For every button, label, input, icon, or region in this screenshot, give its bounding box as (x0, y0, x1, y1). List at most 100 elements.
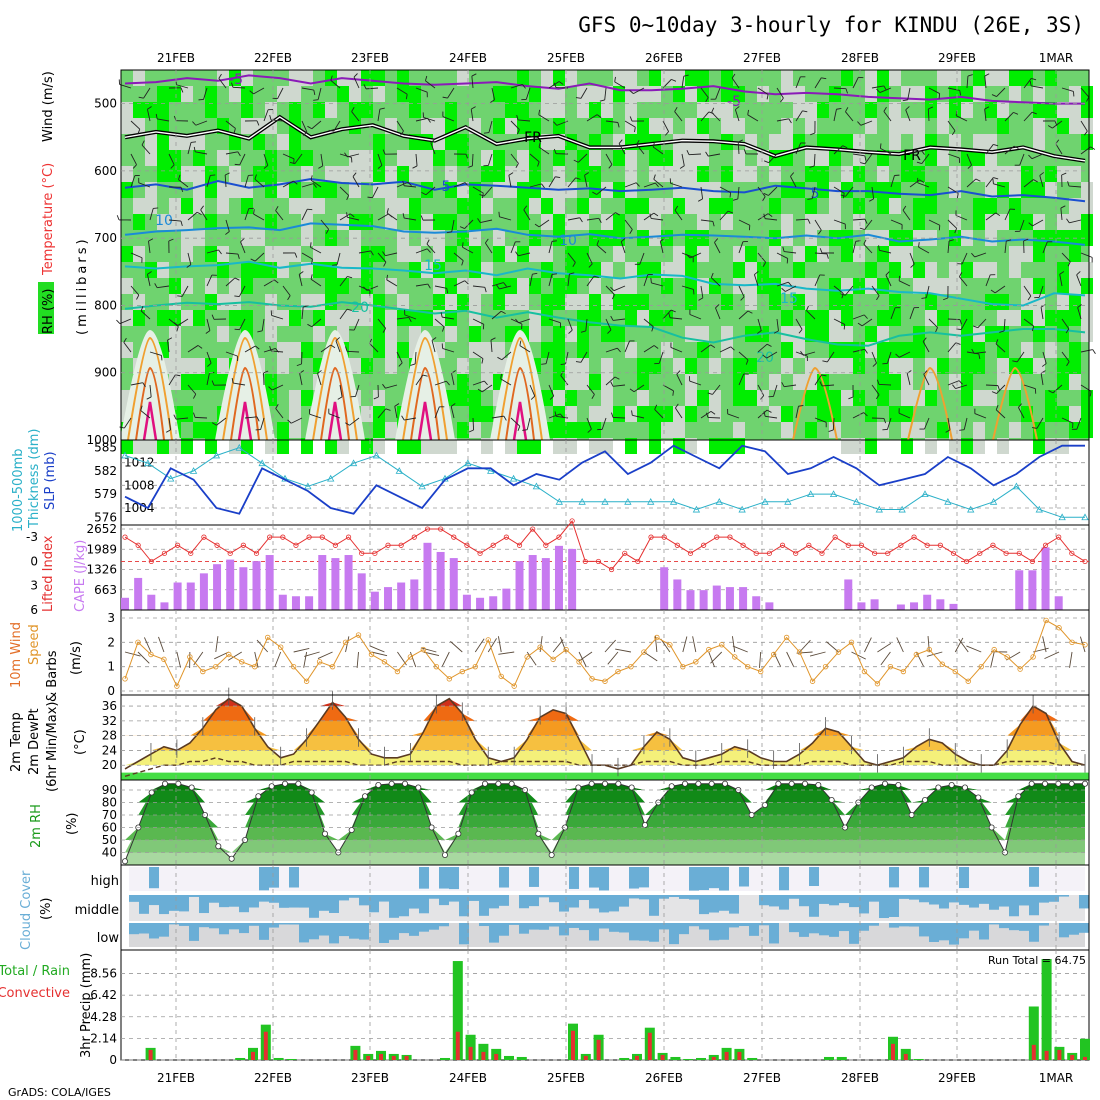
li-point (345, 534, 352, 540)
li-point (438, 526, 444, 532)
cloud-cell (279, 895, 289, 908)
wind-barb-flag (951, 130, 956, 136)
wind-barb-flag (200, 205, 204, 211)
isotherm-label: FR (524, 130, 542, 146)
rh-cell (877, 198, 889, 214)
cloud-cell (859, 923, 869, 931)
wind-barb (651, 217, 664, 221)
cloud-cell (799, 895, 809, 907)
wind-barb-flag (579, 217, 583, 223)
credit-label: GrADS: COLA/IGES (8, 1086, 111, 1099)
wind-barb (785, 285, 797, 292)
wind-speed-point (213, 663, 219, 670)
precip-convective-bar (1031, 1044, 1036, 1060)
rh-cell (541, 294, 553, 310)
rh-cell (529, 198, 541, 214)
precip-convective-bar (494, 1053, 499, 1060)
wind-barb (715, 87, 721, 100)
wind-barb (605, 376, 616, 386)
precip-convective-bar (404, 1055, 409, 1060)
precip-convective-bar (724, 1051, 729, 1060)
precip-total-bar (1041, 959, 1052, 1060)
wind-barb-flag (427, 283, 431, 289)
wind-barb-flag (738, 139, 743, 143)
wind-barb-flag (798, 329, 803, 334)
wind-barb-flag (745, 359, 749, 365)
pressure-tick: 800 (94, 298, 117, 312)
date-label-top: 24FEB (449, 51, 487, 65)
rh-cell (361, 278, 373, 294)
wind-barb (681, 76, 685, 89)
wind-barb (757, 409, 768, 419)
rh-cell (289, 102, 301, 118)
wind-axis-label: Wind (m/s) (41, 71, 56, 142)
wind-barb-flag (573, 159, 579, 163)
wind-barb-flag (710, 344, 716, 348)
wind-barb (525, 87, 531, 100)
rh-cell (421, 214, 433, 230)
rh-cell (601, 230, 613, 246)
cloud-cell (409, 923, 419, 936)
rh-cell (985, 326, 997, 342)
wind-barb (700, 410, 712, 419)
wind-barb (339, 213, 351, 221)
rh-cell (265, 214, 277, 230)
li-point (911, 534, 917, 540)
isotherm-35 (237, 401, 253, 441)
cloud-cell (629, 895, 639, 899)
rh-cell (169, 150, 181, 166)
wind-barb-flag (879, 143, 882, 149)
cape-bar (923, 594, 932, 610)
rh-cell (517, 118, 529, 134)
temp-band-20 (125, 698, 1085, 766)
wind-barb (320, 219, 329, 230)
rh-cell (481, 342, 493, 358)
wind-speed-point (277, 644, 284, 650)
wind-barb (263, 347, 276, 353)
rh-cell (385, 166, 397, 182)
wind-barb-flag (490, 99, 495, 103)
wind-barb-flag (863, 239, 867, 245)
wind-barb (795, 142, 802, 155)
cloud-cell (679, 895, 689, 899)
rh-cell (649, 198, 661, 214)
cape-bar (712, 585, 721, 610)
rh-cell (301, 390, 313, 406)
rh-cell (685, 390, 697, 406)
rh-cell (217, 358, 229, 374)
rh-cell (925, 278, 937, 294)
rh-cell (805, 326, 817, 342)
wind-barb-flag (617, 347, 621, 353)
rh-cell (217, 198, 229, 214)
wind-barb-flag (617, 122, 620, 128)
rh-cell (409, 438, 421, 454)
rh-cell (793, 326, 805, 342)
li-point (714, 534, 720, 540)
wind-barb (260, 417, 265, 430)
rh-cell (601, 406, 613, 422)
rh-cell (685, 118, 697, 134)
rh-cell (985, 294, 997, 310)
wind-barb (753, 274, 759, 287)
rh-cell (409, 262, 421, 278)
wind-barb-flag (446, 288, 449, 294)
precip-conv-label: Convective (0, 986, 70, 1001)
rh2m-point (508, 780, 515, 787)
cape-bar (739, 587, 748, 610)
rh-cell (925, 86, 937, 102)
wind-barb-flag (679, 165, 685, 169)
wind-barb (925, 285, 930, 298)
rh-cell (949, 438, 961, 454)
wind-barb-flag (572, 262, 576, 267)
isotherm--5 (124, 74, 1085, 105)
rh2m-point (815, 782, 822, 789)
wind-barb-flag (610, 381, 614, 387)
rh-cell (1021, 166, 1033, 182)
wind-barb-flag (975, 178, 981, 182)
cloud-cell (199, 923, 209, 928)
li-point (937, 542, 943, 548)
li-point (240, 542, 246, 548)
rh-cell (1033, 294, 1045, 310)
wind-barb (396, 181, 409, 188)
precip-convective-bar (353, 1049, 358, 1060)
